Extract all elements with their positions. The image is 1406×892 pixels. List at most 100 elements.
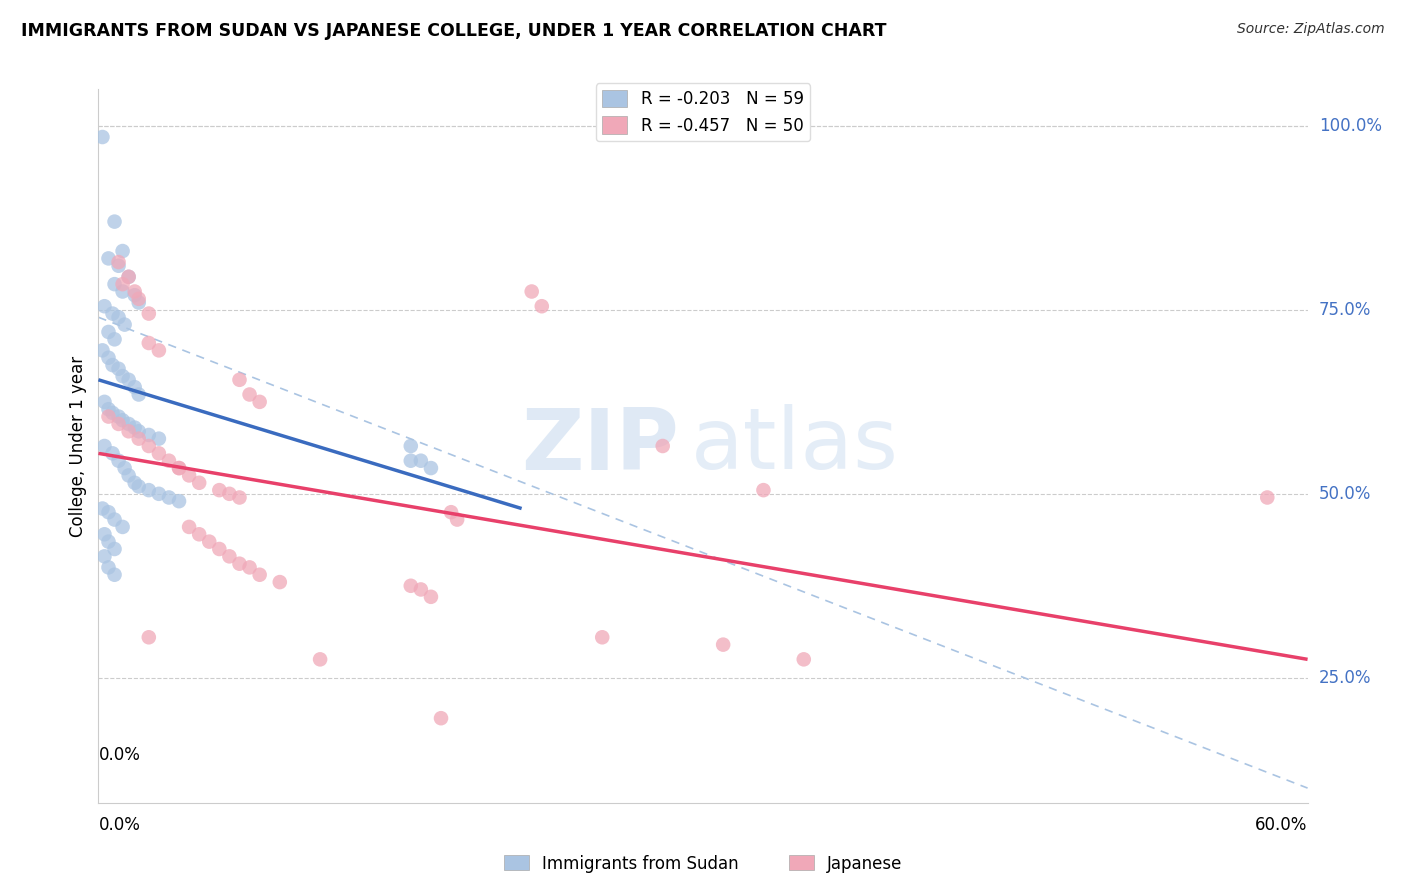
- Text: 50.0%: 50.0%: [1319, 485, 1371, 503]
- Point: [128, 425, 150, 439]
- Point: [138, 428, 160, 442]
- Point: [111, 285, 134, 299]
- Point: [148, 487, 170, 501]
- Point: [148, 432, 170, 446]
- Point: [520, 285, 543, 299]
- Point: [97, 505, 120, 519]
- Text: 25.0%: 25.0%: [1319, 669, 1371, 687]
- Point: [591, 630, 613, 644]
- Point: [103, 332, 125, 346]
- Point: [218, 487, 240, 501]
- Text: 60.0%: 60.0%: [1256, 816, 1308, 834]
- Point: [103, 277, 125, 292]
- Point: [752, 483, 775, 497]
- Point: [93, 527, 115, 541]
- Point: [419, 461, 441, 475]
- Point: [101, 406, 124, 420]
- Point: [167, 461, 190, 475]
- Point: [309, 652, 332, 666]
- Point: [107, 310, 129, 325]
- Point: [188, 475, 211, 490]
- Point: [1256, 491, 1278, 505]
- Point: [239, 560, 262, 574]
- Point: [103, 214, 125, 228]
- Point: [111, 520, 134, 534]
- Point: [530, 299, 553, 313]
- Point: [128, 292, 150, 306]
- Point: [91, 130, 114, 145]
- Point: [188, 527, 211, 541]
- Point: [239, 387, 262, 401]
- Point: [399, 453, 422, 467]
- Point: [128, 295, 150, 310]
- Point: [138, 483, 160, 497]
- Point: [93, 299, 115, 313]
- Point: [208, 541, 231, 556]
- Point: [118, 425, 141, 439]
- Point: [167, 461, 190, 475]
- Point: [118, 468, 141, 483]
- Text: 0.0%: 0.0%: [98, 816, 141, 834]
- Point: [107, 259, 129, 273]
- Point: [107, 255, 129, 269]
- Point: [157, 491, 180, 505]
- Point: [249, 395, 271, 409]
- Point: [419, 590, 441, 604]
- Point: [228, 373, 250, 387]
- Point: [107, 417, 129, 431]
- Point: [157, 453, 180, 467]
- Point: [711, 638, 734, 652]
- Point: [118, 417, 141, 431]
- Legend: R = -0.203   N = 59, R = -0.457   N = 50: R = -0.203 N = 59, R = -0.457 N = 50: [596, 83, 810, 141]
- Point: [97, 351, 120, 365]
- Point: [97, 402, 120, 417]
- Point: [93, 439, 115, 453]
- Point: [93, 549, 115, 564]
- Point: [440, 505, 463, 519]
- Text: 100.0%: 100.0%: [1319, 117, 1382, 135]
- Text: Source: ZipAtlas.com: Source: ZipAtlas.com: [1237, 22, 1385, 37]
- Point: [409, 453, 432, 467]
- Point: [269, 575, 291, 590]
- Point: [177, 520, 201, 534]
- Point: [228, 557, 250, 571]
- Point: [128, 432, 150, 446]
- Text: 0.0%: 0.0%: [98, 746, 141, 764]
- Point: [128, 387, 150, 401]
- Point: [793, 652, 815, 666]
- Point: [118, 373, 141, 387]
- Point: [399, 579, 422, 593]
- Text: ZIP: ZIP: [522, 404, 679, 488]
- Point: [124, 420, 146, 434]
- Point: [114, 461, 136, 475]
- Point: [138, 439, 160, 453]
- Point: [118, 269, 141, 284]
- Point: [124, 285, 146, 299]
- Point: [101, 358, 124, 372]
- Point: [138, 336, 160, 351]
- Text: 75.0%: 75.0%: [1319, 301, 1371, 319]
- Text: atlas: atlas: [690, 404, 898, 488]
- Point: [103, 512, 125, 526]
- Point: [399, 439, 422, 453]
- Point: [208, 483, 231, 497]
- Point: [93, 395, 115, 409]
- Point: [107, 361, 129, 376]
- Point: [111, 244, 134, 258]
- Point: [97, 325, 120, 339]
- Point: [103, 567, 125, 582]
- Point: [430, 711, 453, 725]
- Point: [124, 380, 146, 394]
- Point: [198, 534, 221, 549]
- Point: [128, 479, 150, 493]
- Point: [91, 343, 114, 358]
- Point: [148, 343, 170, 358]
- Point: [101, 446, 124, 460]
- Point: [91, 501, 114, 516]
- Point: [167, 494, 190, 508]
- Point: [114, 318, 136, 332]
- Point: [107, 409, 129, 424]
- Legend: Immigrants from Sudan, Japanese: Immigrants from Sudan, Japanese: [496, 848, 910, 880]
- Point: [101, 307, 124, 321]
- Point: [148, 446, 170, 460]
